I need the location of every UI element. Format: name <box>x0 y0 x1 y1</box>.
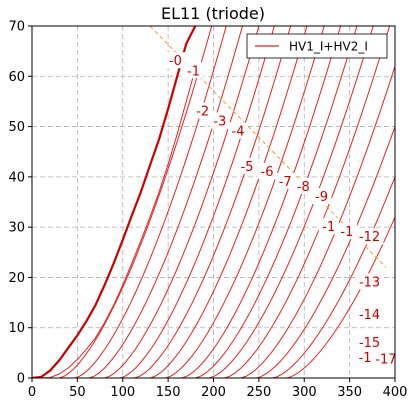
curve-bias-1 <box>41 68 196 378</box>
curve-label-bg <box>371 350 400 367</box>
curve-label-bg <box>355 273 384 290</box>
y-tick-label: 40 <box>8 170 25 185</box>
curve-bias-13 <box>224 26 391 378</box>
y-tick-label: 30 <box>8 221 25 236</box>
y-tick-label: 20 <box>8 271 25 286</box>
curve-label: -1 <box>322 220 335 235</box>
curve-label: -15 <box>359 336 380 351</box>
curve-bias-10 <box>181 26 342 378</box>
curve-label-bg <box>355 348 376 365</box>
curve-label-bg <box>318 218 339 235</box>
curve-label: -7 <box>279 175 292 190</box>
curve-bias-2 <box>59 26 213 378</box>
curve-label-bg <box>209 112 230 129</box>
curve-label-bg <box>355 306 384 323</box>
curve-label-bg <box>257 162 278 179</box>
curve-label: -1 <box>359 351 372 366</box>
curve-label-bg <box>228 122 249 139</box>
curve-label: -5 <box>241 160 254 175</box>
curve-label: -13 <box>359 275 380 290</box>
curve-label: -1 <box>340 225 353 240</box>
chart-title: EL11 (triode) <box>161 4 265 23</box>
curve-label-bg <box>237 157 258 174</box>
x-tick-label: 250 <box>246 385 271 400</box>
curve-label: -12 <box>359 230 380 245</box>
curve-label: -1 <box>187 64 200 79</box>
curve-bias-6 <box>119 26 275 378</box>
y-tick-label: 70 <box>8 20 25 35</box>
x-tick-label: 50 <box>69 385 86 400</box>
curve-label: -14 <box>359 308 380 323</box>
grid <box>32 26 395 378</box>
curve-bias-11 <box>195 26 358 378</box>
curve-bias-17 <box>285 216 395 378</box>
curve-bias-5 <box>104 26 260 378</box>
curve-label: -17 <box>375 352 396 367</box>
curve-bias-0 <box>32 26 197 378</box>
x-tick-label: 350 <box>337 385 362 400</box>
x-tick-label: 300 <box>292 385 317 400</box>
curve-label-bg <box>293 177 314 194</box>
curve-label: -6 <box>261 165 274 180</box>
curve-bias-7 <box>134 26 292 378</box>
curve-bias-9 <box>165 26 325 378</box>
x-tick-label: 0 <box>28 385 36 400</box>
legend: HV1_I+HV2_I <box>246 33 388 59</box>
x-tick-label: 100 <box>110 385 135 400</box>
y-tick-label: 50 <box>8 120 25 135</box>
curve-label: -0 <box>169 54 182 69</box>
legend-label: HV1_I+HV2_I <box>289 40 368 54</box>
curve-label-bg <box>336 223 357 240</box>
curve-label-bg <box>165 52 186 69</box>
plate-curves <box>32 26 395 378</box>
y-tick-label: 60 <box>8 70 25 85</box>
curve-label: -4 <box>232 125 245 140</box>
x-tick-label: 200 <box>201 385 226 400</box>
curve-label-bg <box>355 228 384 245</box>
curve-label-bg <box>275 172 296 189</box>
curve-bias-12 <box>208 26 374 378</box>
curve-bias-14 <box>240 66 395 378</box>
y-tick-label: 10 <box>8 321 25 336</box>
curve-label-bg <box>355 333 384 350</box>
curve-label-bg <box>183 62 204 79</box>
x-tick-label: 150 <box>156 385 181 400</box>
curve-label: -3 <box>213 115 226 130</box>
curve-bias-16 <box>272 176 395 378</box>
curve-label-bg <box>311 187 332 204</box>
curve-label: -9 <box>315 190 328 205</box>
curve-label: -2 <box>196 104 209 119</box>
curve-labels: -0-1-2-3-4-5 -6-7 -8-9-1 -1 -12-13-14-15-1 -1… <box>165 52 400 367</box>
axes: 0 50 100 150 200 250 300 350 400 0 10 20 30 40 50 60 70 <box>8 20 407 401</box>
x-tick-label: 400 <box>383 385 408 400</box>
curve-label: -8 <box>297 180 310 195</box>
curve-bias-15 <box>256 126 395 378</box>
curve-bias-8 <box>149 26 308 378</box>
curve-label-bg <box>192 102 213 119</box>
y-tick-label: 0 <box>17 372 25 387</box>
